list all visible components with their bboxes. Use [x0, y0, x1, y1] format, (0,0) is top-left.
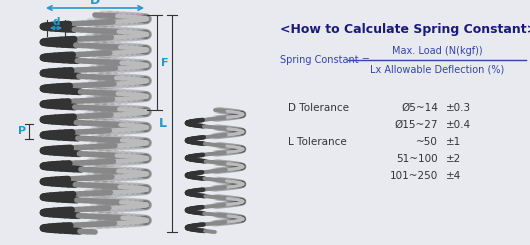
Text: ±4: ±4	[446, 171, 461, 181]
Text: F: F	[161, 58, 169, 68]
Text: ±0.4: ±0.4	[446, 120, 471, 130]
Text: ±0.3: ±0.3	[446, 103, 471, 113]
Text: 101~250: 101~250	[390, 171, 438, 181]
Text: ~50: ~50	[416, 137, 438, 147]
Text: L Tolerance: L Tolerance	[288, 137, 347, 147]
Text: Ø15~27: Ø15~27	[394, 120, 438, 130]
Text: Max. Load (N(kgf)): Max. Load (N(kgf))	[392, 46, 482, 56]
Text: P: P	[18, 126, 26, 136]
Text: Spring Constant =: Spring Constant =	[280, 55, 370, 65]
Text: L: L	[159, 117, 167, 130]
Text: 51~100: 51~100	[396, 154, 438, 164]
Text: Ø5~14: Ø5~14	[401, 103, 438, 113]
Text: d: d	[52, 17, 60, 27]
Text: D: D	[90, 0, 100, 7]
Text: Lx Allowable Deflection (%): Lx Allowable Deflection (%)	[370, 64, 504, 74]
Text: ±2: ±2	[446, 154, 461, 164]
Text: ±1: ±1	[446, 137, 461, 147]
Text: <How to Calculate Spring Constant>: <How to Calculate Spring Constant>	[280, 24, 530, 37]
Text: D Tolerance: D Tolerance	[288, 103, 349, 113]
